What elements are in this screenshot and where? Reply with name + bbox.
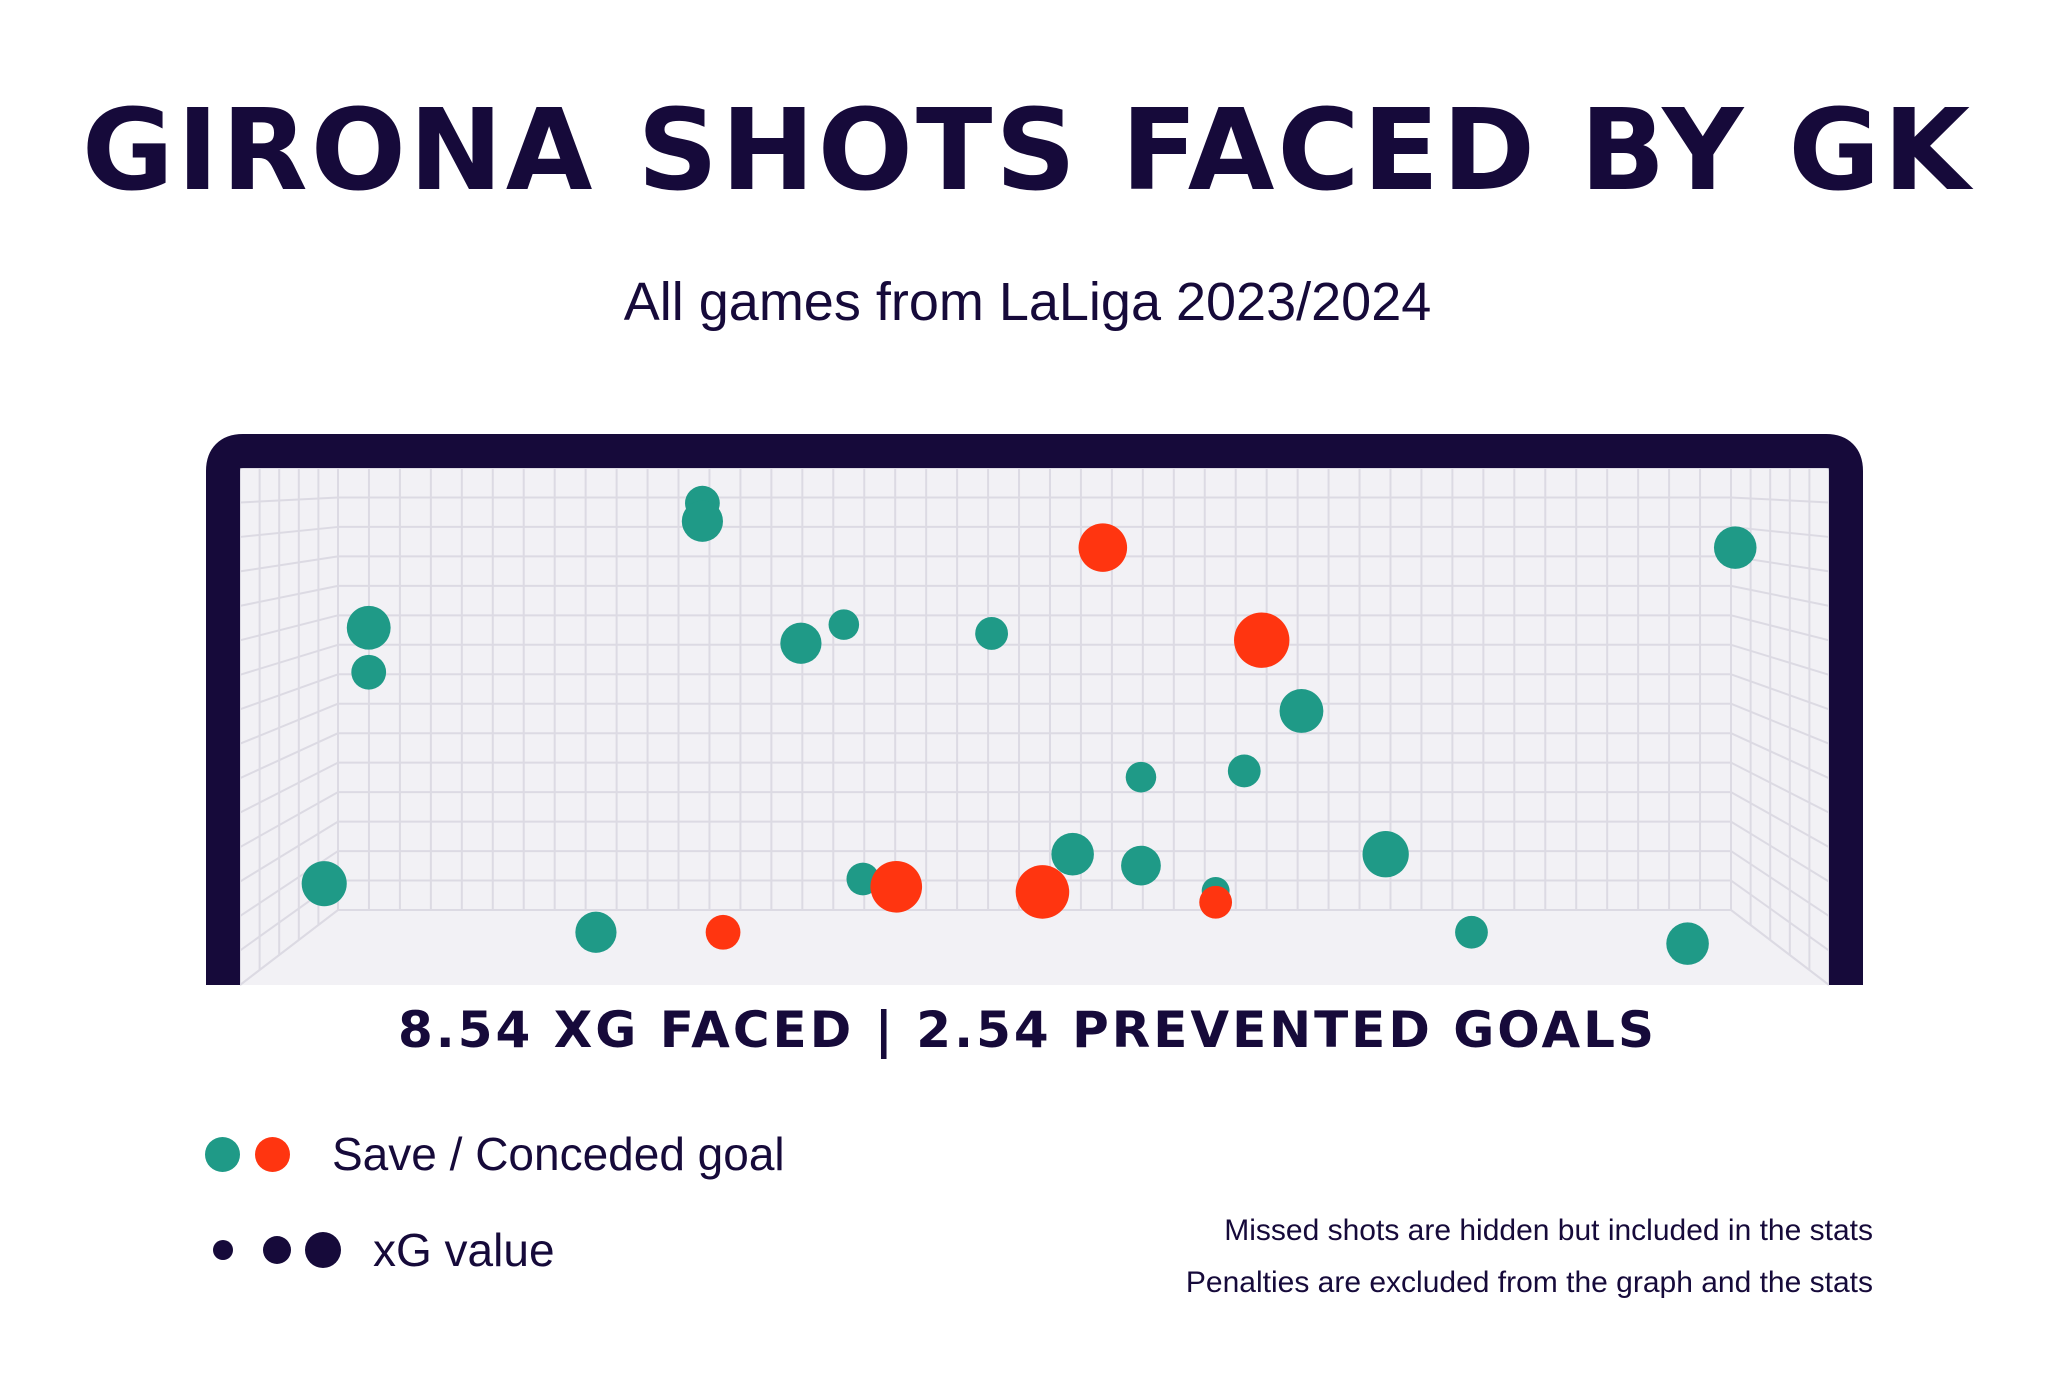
goal-shot	[1234, 612, 1290, 668]
save-shot	[1666, 922, 1709, 965]
net-line	[1730, 702, 1830, 745]
footnotes: Missed shots are hidden but included in …	[1186, 1205, 1873, 1309]
chart-title: GIRONA SHOTS FACED BY GK	[81, 86, 1974, 216]
save-shot	[681, 500, 723, 542]
legend-xg-label: xG value	[373, 1224, 555, 1276]
net-line	[239, 820, 339, 883]
goal-frame-outline	[206, 434, 1863, 985]
net-line	[1730, 879, 1830, 952]
save-shot	[780, 622, 822, 664]
net-line	[1730, 761, 1830, 814]
net-line	[1730, 643, 1830, 676]
net-line	[1730, 584, 1830, 607]
goal-shot	[1199, 885, 1233, 919]
goal-frame	[206, 434, 1863, 985]
save-shot	[1455, 915, 1488, 949]
save-shot	[975, 617, 1008, 650]
shot-markers	[301, 485, 1757, 965]
net-line	[1730, 850, 1830, 917]
save-shot	[1279, 689, 1324, 733]
save-shot	[1713, 526, 1757, 569]
net-line	[239, 555, 339, 573]
stats-summary: 8.54 XG FACED | 2.54 PREVENTED GOALS	[397, 1001, 1658, 1059]
net-line	[1730, 614, 1830, 642]
net-line	[239, 525, 339, 538]
legend-xg: xG value	[205, 1220, 555, 1280]
save-shot	[1125, 761, 1157, 793]
save-shot	[1051, 832, 1094, 876]
net-line	[1730, 820, 1830, 883]
goal-shot	[1015, 865, 1070, 919]
save-shot	[828, 609, 860, 640]
net-line	[239, 702, 339, 745]
note-missed-shots: Missed shots are hidden but included in …	[1224, 1214, 1873, 1247]
net-line	[239, 909, 339, 986]
net-line	[1730, 909, 1830, 986]
goal-shot	[870, 860, 923, 913]
legend-outcome: Save / Conceded goal	[205, 1124, 785, 1184]
net-line	[1730, 496, 1830, 504]
legend-goal-dot	[255, 1136, 290, 1172]
legend-xg-large-dot	[305, 1232, 341, 1268]
net-line	[239, 496, 339, 504]
net-line	[1730, 732, 1830, 780]
save-shot	[351, 654, 387, 690]
legend-xg-small-dot	[213, 1240, 233, 1260]
net-line	[239, 643, 339, 676]
save-shot	[1227, 754, 1261, 788]
net-line	[239, 614, 339, 642]
net-line	[1730, 791, 1830, 849]
save-shot	[575, 911, 617, 953]
goal-shot	[705, 914, 741, 950]
net-line	[1730, 525, 1830, 538]
save-shot	[1121, 845, 1161, 886]
net-line	[239, 732, 339, 780]
net-line	[1730, 673, 1830, 711]
legend-outcome-label: Save / Conceded goal	[332, 1128, 785, 1180]
net-line	[239, 791, 339, 849]
save-shot	[346, 605, 391, 650]
note-penalties: Penalties are excluded from the graph an…	[1185, 1266, 1873, 1299]
legend-save-dot	[205, 1136, 240, 1172]
save-shot	[1362, 831, 1409, 878]
chart-subtitle: All games from LaLiga 2023/2024	[623, 272, 1432, 332]
net-line	[239, 584, 339, 607]
net-line	[239, 761, 339, 814]
save-shot	[301, 861, 347, 907]
legend-xg-medium-dot	[263, 1236, 291, 1264]
goal-shot	[1078, 523, 1128, 572]
net-line	[239, 673, 339, 711]
